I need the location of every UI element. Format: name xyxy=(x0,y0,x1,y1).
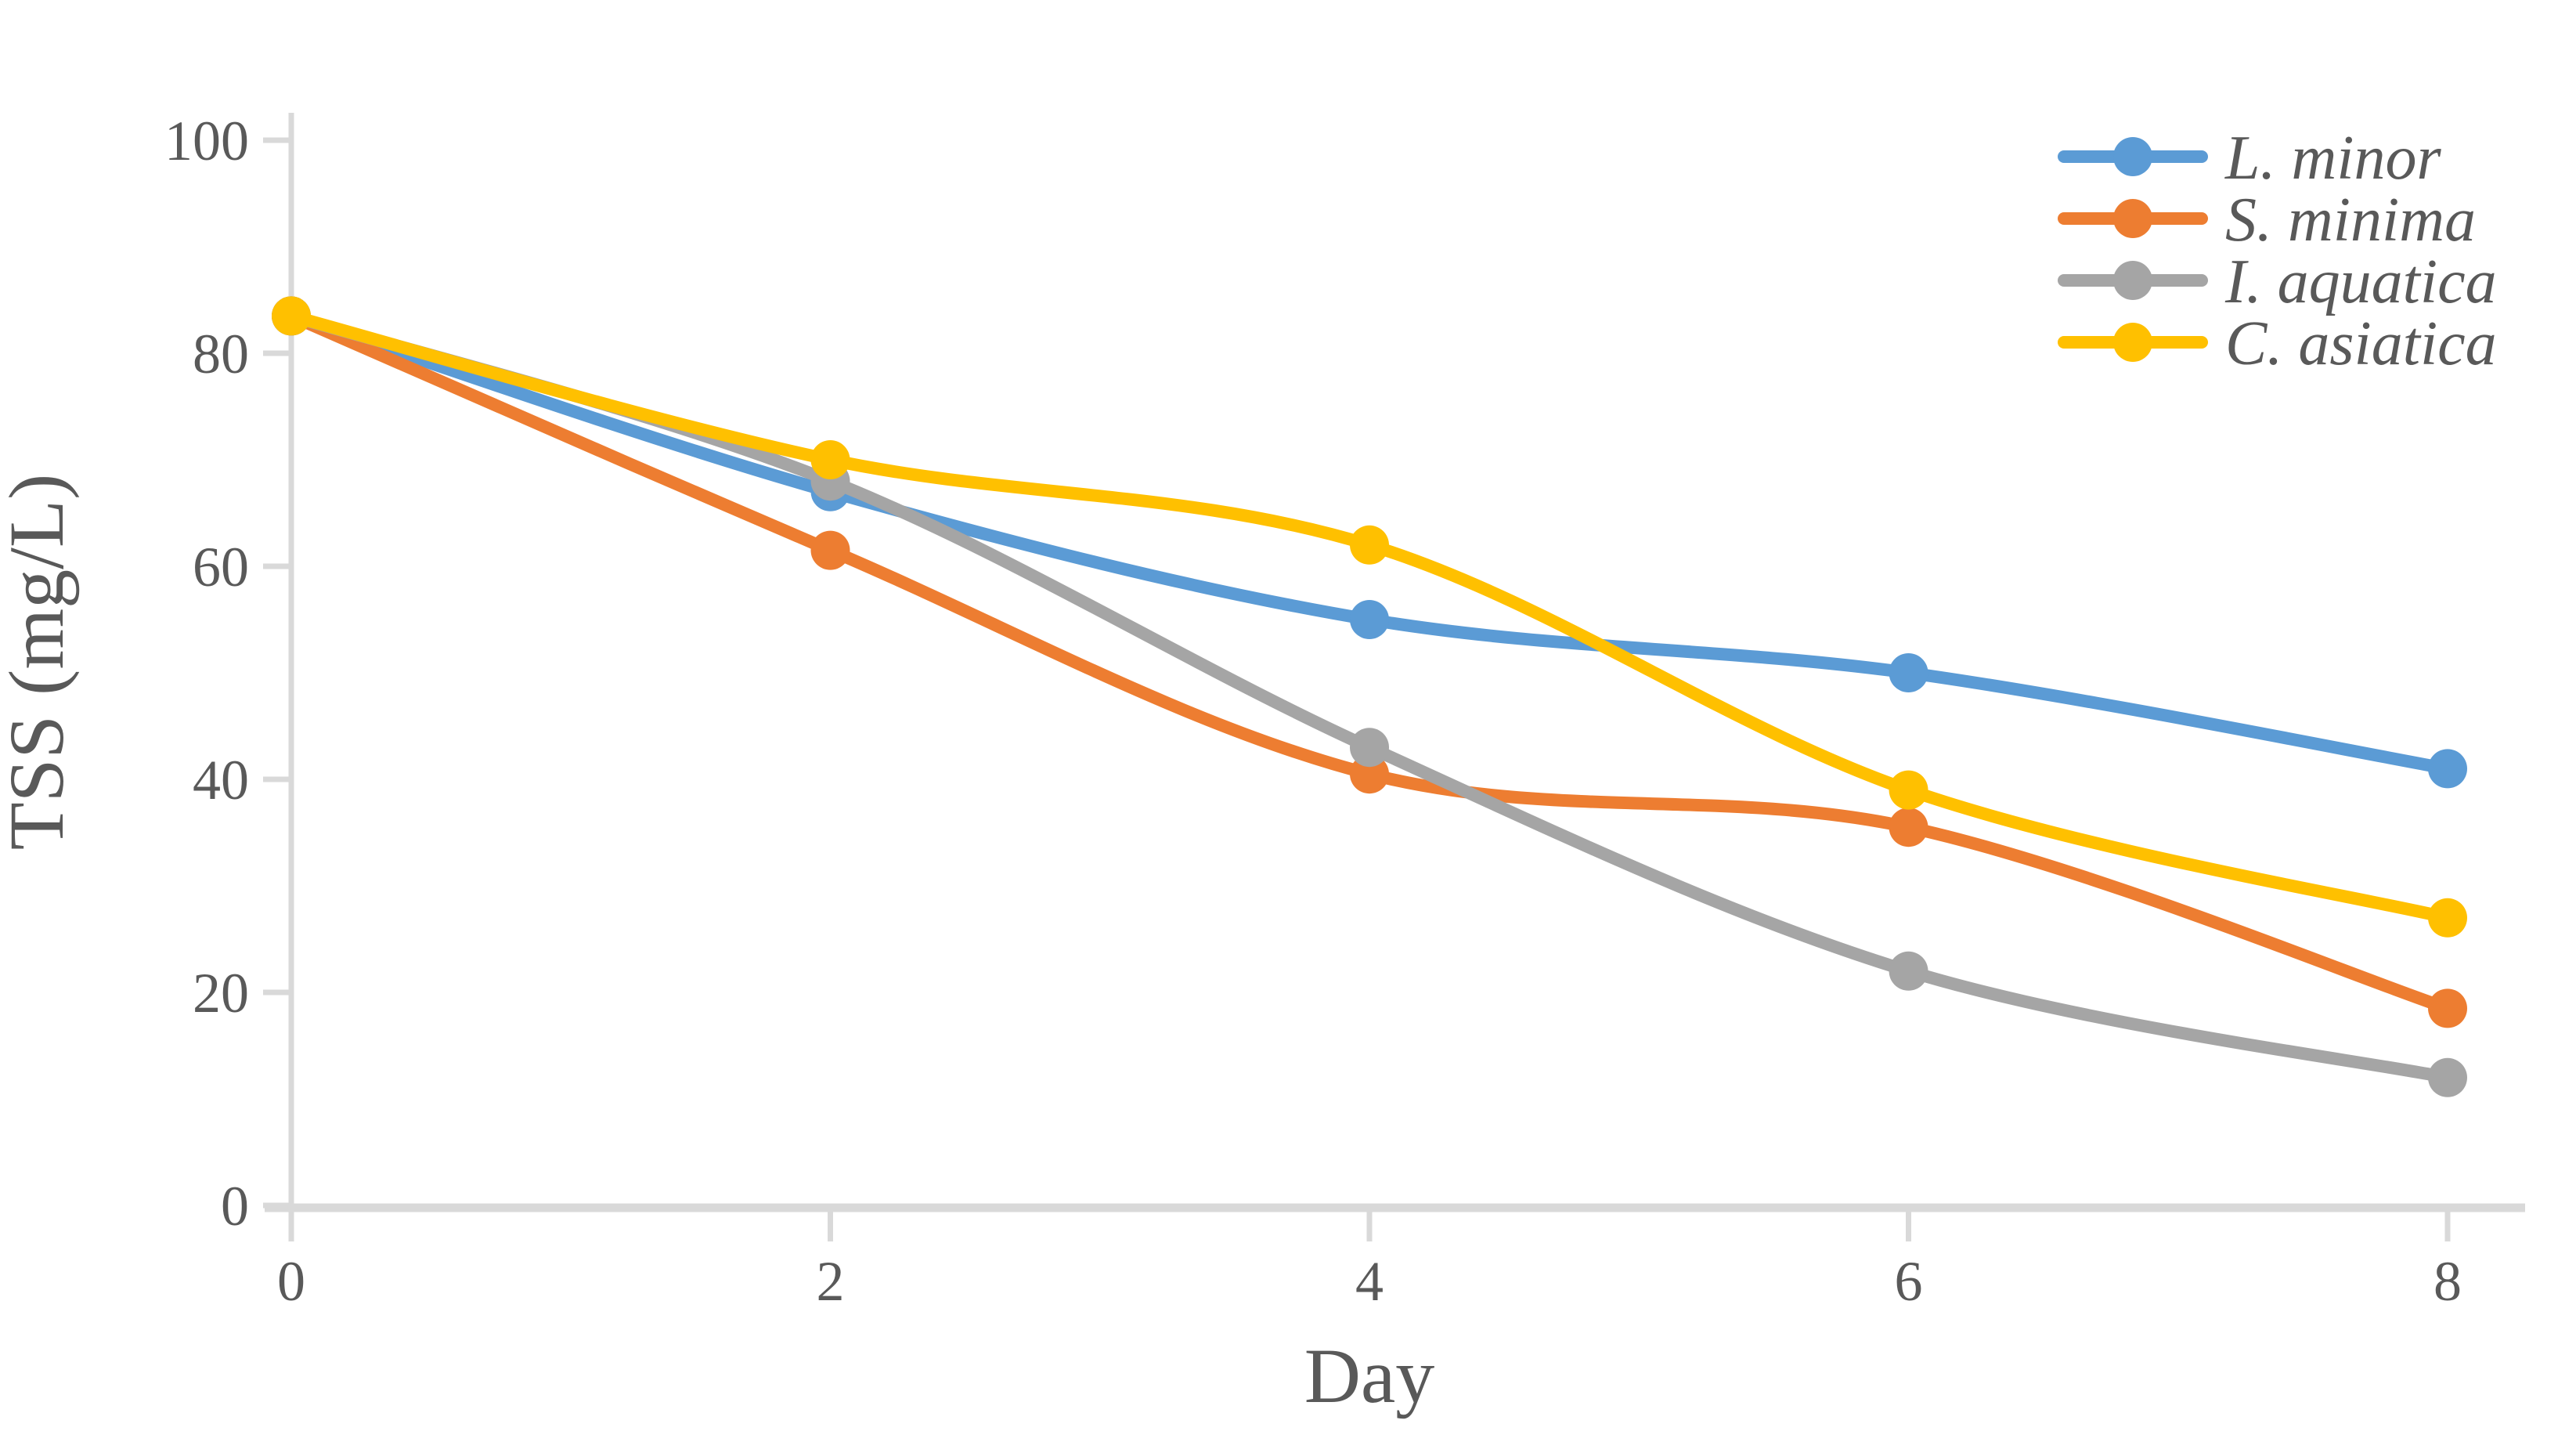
legend-item-l-minor: L. minor xyxy=(2058,124,2441,193)
series-marker xyxy=(1889,653,1928,692)
y-axis-title: TSS (mg/L) xyxy=(0,474,80,851)
x-tick-label: 2 xyxy=(817,1250,845,1313)
series-marker xyxy=(1889,808,1928,847)
series-marker xyxy=(1350,525,1389,565)
y-tick-label: 40 xyxy=(193,749,249,811)
series-c-asiatica xyxy=(272,296,2467,938)
x-tick-label: 8 xyxy=(2433,1250,2462,1313)
y-tick-label: 100 xyxy=(164,110,249,172)
x-tick-label: 6 xyxy=(1895,1250,1923,1313)
series-marker xyxy=(810,530,850,570)
legend-label: I. aquatica xyxy=(2224,248,2497,316)
legend-item-i-aquatica: I. aquatica xyxy=(2058,248,2497,316)
legend-label: C. asiatica xyxy=(2225,309,2497,378)
series-marker xyxy=(2428,749,2467,789)
legend-marker-dot xyxy=(2113,199,2152,238)
series-group xyxy=(272,296,2467,1097)
x-tick-label: 4 xyxy=(1355,1250,1384,1313)
legend-marker-dot xyxy=(2113,261,2152,300)
legend-label: S. minima xyxy=(2225,186,2476,255)
series-marker xyxy=(1350,728,1389,768)
legend-item-s-minima: S. minima xyxy=(2058,186,2476,255)
legend-label: L. minor xyxy=(2224,124,2441,193)
series-marker xyxy=(2428,898,2467,938)
y-tick-label: 20 xyxy=(193,962,249,1024)
series-marker xyxy=(1889,770,1928,810)
x-axis-title: Day xyxy=(1304,1332,1435,1419)
series-marker xyxy=(1889,951,1928,991)
legend-marker-dot xyxy=(2113,137,2152,176)
legend-item-c-asiatica: C. asiatica xyxy=(2058,309,2497,378)
series-marker xyxy=(2428,1057,2467,1097)
y-tick-label: 0 xyxy=(221,1175,249,1238)
series-marker xyxy=(810,440,850,479)
series-marker xyxy=(272,296,311,336)
x-tick-label: 0 xyxy=(277,1250,305,1313)
legend-marker-dot xyxy=(2113,323,2152,362)
series-marker xyxy=(2428,988,2467,1028)
series-marker xyxy=(1350,600,1389,639)
axes: 0 20 40 60 80 100 0 2 4 6 8 Day TSS (mg/L) xyxy=(0,110,2525,1419)
y-tick-label: 80 xyxy=(193,323,249,385)
y-tick-label: 60 xyxy=(193,536,249,598)
